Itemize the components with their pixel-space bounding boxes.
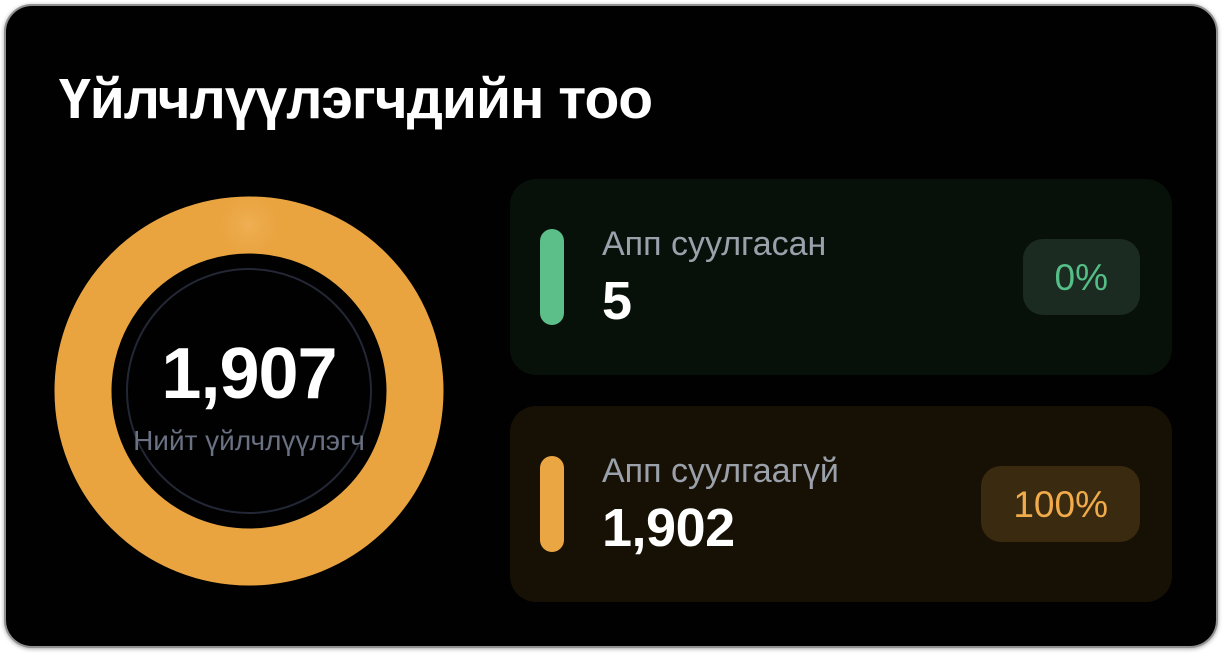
stat-value: 1,902 [602, 497, 735, 558]
total-customers-value: 1,907 [161, 333, 337, 414]
percent-badge: 100% [981, 466, 1140, 542]
stat-card-app-not-installed[interactable]: Апп суулгаагүй 1,902 100% [510, 406, 1172, 602]
donut-top-highlight [219, 196, 279, 255]
donut-ring-svg [54, 196, 444, 586]
card-title: Үйлчлүүлэгчдийн тоо [59, 67, 653, 131]
stat-text-block: Апп суулгасан 5 [602, 225, 826, 330]
stat-card-app-installed[interactable]: Апп суулгасан 5 0% [510, 179, 1172, 375]
stat-label: Апп суулгаагүй [602, 451, 839, 490]
stats-list: Апп суулгасан 5 0% Апп суулгаагүй 1,902 … [510, 179, 1172, 602]
donut-inner-outline [126, 268, 372, 514]
total-customers-label: Нийт үйлчлүүлэгч [133, 424, 365, 456]
donut-center: 1,907 Нийт үйлчлүүлэгч [54, 196, 444, 586]
stat-text-block: Апп суулгаагүй 1,902 [602, 452, 839, 557]
customers-count-card: Үйлчлүүлэгчдийн тоо 1,907 Нийт үйлчлүүлэ… [4, 4, 1218, 648]
stat-label: Апп суулгасан [602, 224, 827, 263]
donut-chart: 1,907 Нийт үйлчлүүлэгч [54, 196, 444, 586]
stat-value: 5 [602, 270, 632, 331]
green-accent-bar [540, 229, 564, 325]
percent-badge: 0% [1022, 239, 1140, 315]
amber-accent-bar [540, 456, 564, 552]
